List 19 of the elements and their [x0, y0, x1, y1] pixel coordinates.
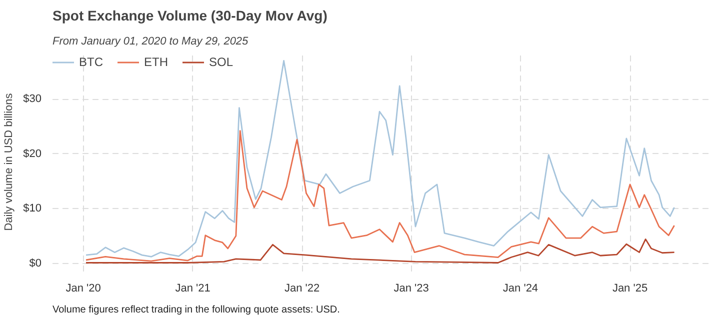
x-tick-label: Jan '25 [612, 282, 648, 294]
x-tick-label: Jan '21 [175, 282, 210, 294]
y-tick-label: $10 [23, 202, 42, 215]
line-series [85, 238, 675, 264]
y-tick-label: $0 [29, 257, 42, 270]
y-tick-label: $20 [23, 148, 42, 160]
legend-label: SOL [209, 55, 234, 69]
chart-subtitle: From January 01, 2020 to May 29, 2025 [52, 36, 250, 48]
legend-label: ETH [144, 55, 168, 69]
y-tick-label: $30 [23, 93, 42, 106]
x-tick-label: Jan '20 [66, 282, 101, 294]
x-tick-label: Jan '24 [502, 282, 538, 294]
text: Volume figures reflect trading in the following quote assets: USD. [52, 304, 340, 316]
x-tick-label: Jan '23 [394, 282, 429, 294]
legend-label: BTC [79, 55, 103, 69]
line-series [85, 130, 675, 262]
y-axis-title: Daily volume in USD billions [3, 92, 16, 231]
x-tick-label: Jan '22 [284, 282, 320, 294]
chart-title: Spot Exchange Volume (30-Day Mov Avg) [52, 8, 328, 24]
